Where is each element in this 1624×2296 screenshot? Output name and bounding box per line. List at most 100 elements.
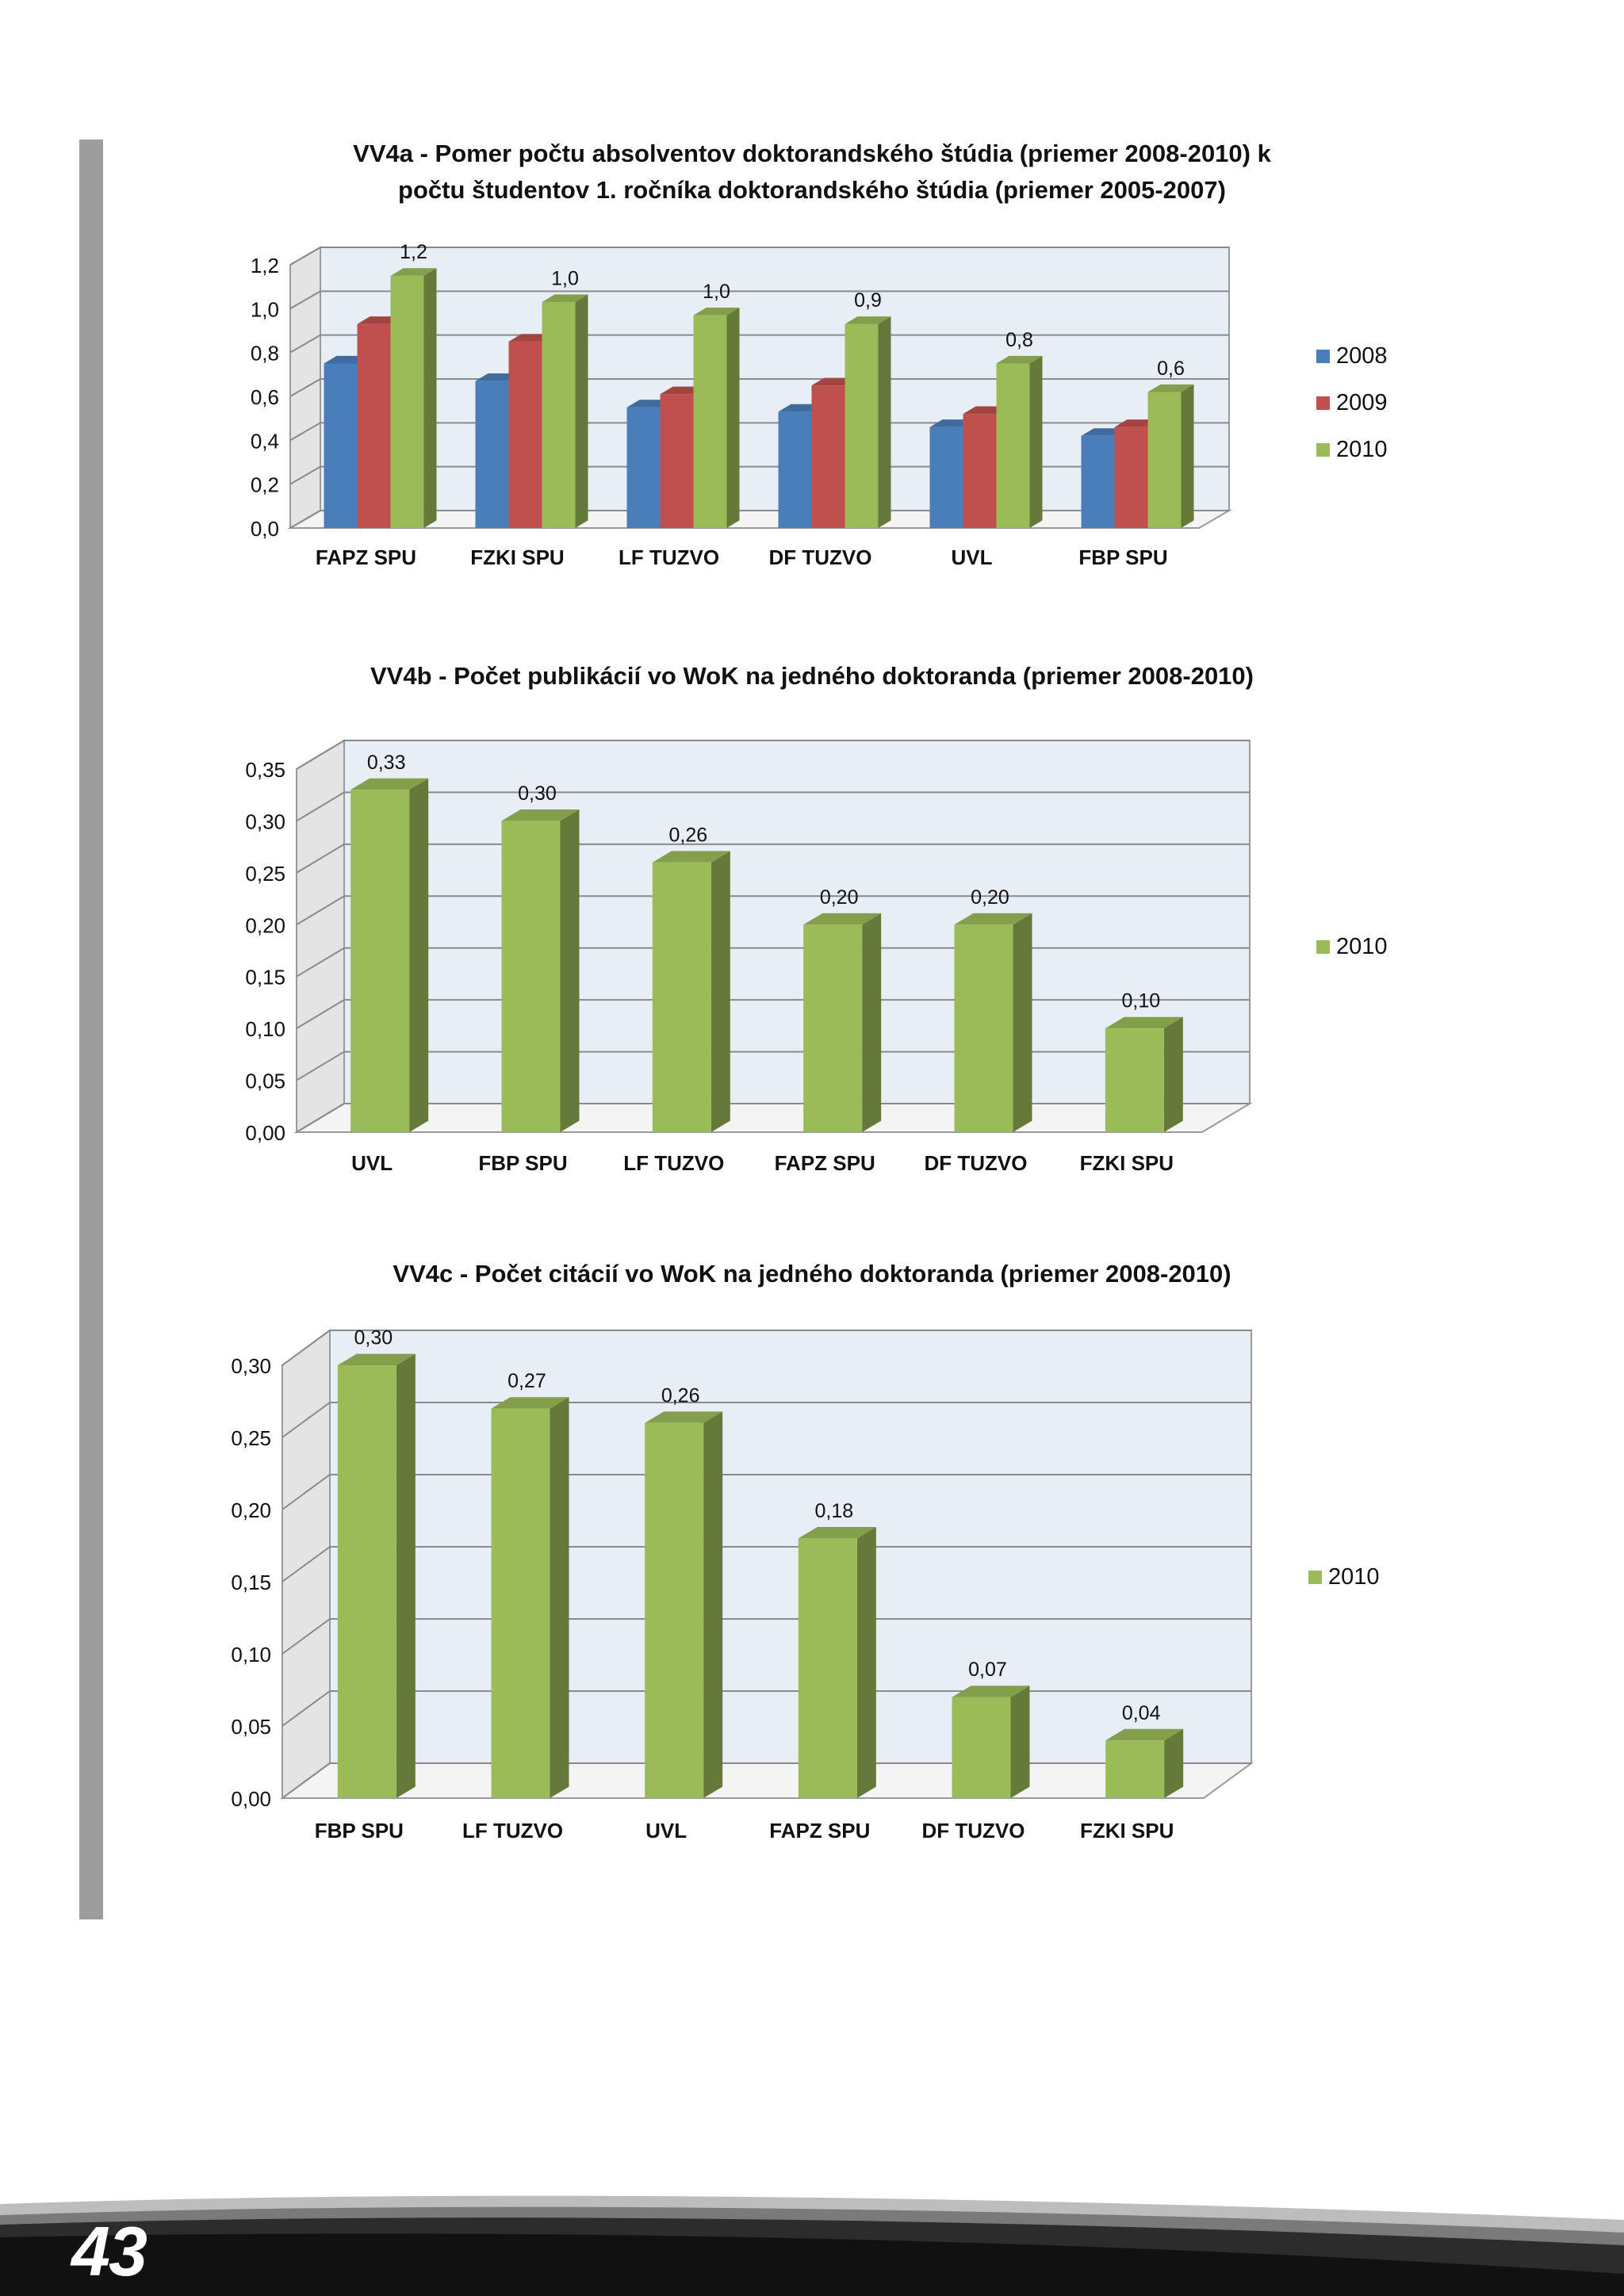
y-tick-label: 0,25 <box>245 862 285 886</box>
gridline <box>282 1330 1251 1366</box>
gridline <box>296 1103 1250 1133</box>
bar-side <box>550 1397 569 1798</box>
gridline <box>282 1762 1251 1799</box>
bar <box>778 411 812 528</box>
bar-top <box>952 1686 1030 1697</box>
bar-top <box>803 913 882 925</box>
y-tick-label: 0,2 <box>251 473 279 497</box>
bar-top <box>798 1527 876 1539</box>
bar-top <box>350 778 429 790</box>
gridline <box>289 334 1229 354</box>
bar <box>501 821 561 1132</box>
bar <box>350 790 410 1132</box>
bar <box>693 315 727 528</box>
bar-top <box>1105 1016 1183 1029</box>
data-label: 0,10 <box>1121 990 1160 1012</box>
bar-top <box>652 851 730 863</box>
bar-side <box>396 1353 416 1798</box>
data-label: 0,07 <box>968 1659 1007 1681</box>
gridline <box>282 1690 1251 1727</box>
bar-top <box>845 316 891 324</box>
bar <box>390 275 424 528</box>
bar <box>645 1422 704 1798</box>
bar <box>954 924 1013 1132</box>
y-tick-label: 0,15 <box>231 1571 271 1594</box>
bar-top <box>996 355 1043 364</box>
gridline <box>296 999 1250 1030</box>
bar-side <box>862 913 882 1132</box>
data-label: 0,30 <box>354 1327 393 1349</box>
bar <box>798 1538 857 1798</box>
legend-swatch <box>1316 350 1330 363</box>
gridline <box>282 1618 1251 1655</box>
bar-side <box>1164 1728 1184 1798</box>
x-category-label: DF TUZVO <box>925 1151 1028 1175</box>
bar-top <box>1105 1728 1184 1741</box>
y-tick-label: 1,0 <box>251 297 279 321</box>
bar-top <box>337 1353 416 1365</box>
legend-vv4b: 2010 <box>1316 924 1388 970</box>
bar-side <box>878 316 891 528</box>
x-category-label: FBP SPU <box>315 1819 404 1843</box>
gridline <box>296 791 1250 822</box>
legend-swatch <box>1316 940 1330 954</box>
y-tick-label: 0,30 <box>245 809 285 833</box>
legend-label: 2010 <box>1336 934 1388 959</box>
data-label: 1,0 <box>703 281 730 303</box>
data-label: 0,33 <box>367 752 406 774</box>
plot-back-wall <box>343 740 1251 1104</box>
chart-vv4c-plot: 0,00 0,05 0,10 0,15 0,20 0,25 0,30 0,30 FBP SPU 0… <box>231 1327 1254 1843</box>
bar-side <box>1029 355 1043 528</box>
bar <box>845 323 879 528</box>
bar-top <box>491 1397 569 1409</box>
y-tick-label: 0,05 <box>245 1070 285 1093</box>
chart-vv4b-plot: 0,00 0,05 0,10 0,15 0,20 0,25 0,30 0,35 0,33 UVL 0… <box>245 739 1253 1175</box>
data-label: 1,2 <box>400 241 427 263</box>
legend-label: 2010 <box>1336 437 1388 462</box>
data-label: 0,26 <box>661 1384 700 1406</box>
legend-swatch <box>1308 1571 1322 1584</box>
x-category-label: FBP SPU <box>478 1151 567 1175</box>
gridline <box>289 290 1229 310</box>
bar <box>803 924 863 1132</box>
y-tick-label: 0,10 <box>245 1017 285 1041</box>
gridline <box>289 465 1229 485</box>
side-bar-decoration <box>79 140 103 1919</box>
y-tick-label: 0,35 <box>245 758 285 782</box>
legend-item: 2008 <box>1316 333 1388 380</box>
gridline <box>282 1474 1251 1510</box>
bar <box>996 363 1030 528</box>
x-category-label: FAPZ SPU <box>769 1819 870 1843</box>
data-label: 0,6 <box>1157 358 1185 380</box>
bar-side <box>423 268 437 528</box>
x-category-label: UVL <box>645 1819 687 1843</box>
y-tick-label: 0,05 <box>231 1715 271 1739</box>
y-tick-label: 0,4 <box>251 429 279 453</box>
data-label: 0,8 <box>1005 329 1033 351</box>
data-label: 0,04 <box>1122 1702 1161 1724</box>
data-label: 0,26 <box>668 824 707 846</box>
x-category-label: UVL <box>952 545 993 569</box>
data-label: 0,20 <box>971 886 1009 909</box>
bar <box>929 427 963 528</box>
x-category-label: FZKI SPU <box>470 545 564 569</box>
bar-side <box>575 294 588 528</box>
x-category-label: LF TUZVO <box>462 1819 563 1843</box>
bar <box>542 302 576 528</box>
bar <box>1105 1740 1165 1798</box>
data-label: 0,30 <box>518 783 557 805</box>
y-tick-label: 0,20 <box>231 1498 271 1522</box>
x-category-label: UVL <box>351 1151 393 1175</box>
bar-top <box>501 809 580 821</box>
data-label: 0,27 <box>508 1370 546 1392</box>
bar <box>652 862 711 1132</box>
data-label: 0,20 <box>820 886 859 909</box>
gridline <box>289 422 1229 442</box>
bar <box>1147 392 1182 528</box>
gridline <box>296 895 1250 926</box>
bar-top <box>390 268 437 276</box>
bar-top <box>1147 384 1194 392</box>
x-category-label: FAPZ SPU <box>775 1151 875 1175</box>
gridline <box>289 378 1229 397</box>
bar <box>337 1365 396 1798</box>
